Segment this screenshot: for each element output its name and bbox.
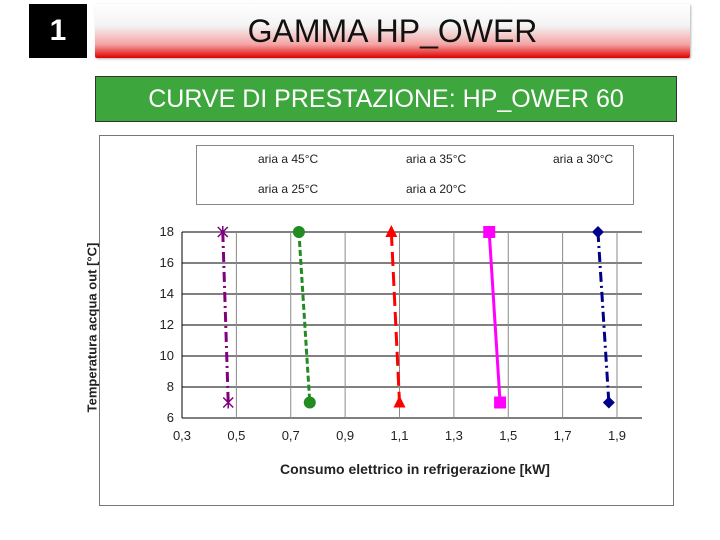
- x-tick-label: 1,5: [499, 428, 518, 443]
- y-tick-label: 14: [159, 286, 174, 301]
- data-point-marker: [393, 395, 406, 408]
- x-tick-label: 0,3: [172, 428, 192, 443]
- legend-label: aria a 35°C: [406, 152, 467, 166]
- y-axis-title: Temperatura acqua out [°C]: [84, 242, 100, 413]
- legend-label: aria a 25°C: [258, 182, 319, 196]
- x-tick-label: 1,3: [444, 428, 463, 443]
- series-line: [297, 231, 312, 403]
- data-point-marker: [602, 396, 615, 409]
- x-tick-label: 1,1: [390, 428, 409, 443]
- chart-legend: [196, 145, 634, 205]
- series-line: [596, 231, 611, 403]
- x-tick-label: 0,9: [336, 428, 355, 443]
- y-tick-label: 12: [159, 317, 174, 332]
- data-point-marker: [292, 226, 305, 238]
- series-line: [487, 231, 502, 403]
- slide-number-badge: 1: [29, 4, 87, 58]
- data-point-marker: [591, 226, 604, 238]
- data-point-marker: [483, 226, 496, 238]
- y-tick-label: 6: [166, 410, 174, 425]
- series-line: [221, 231, 230, 403]
- page-title: GAMMA HP_OWER: [95, 4, 690, 58]
- x-tick-label: 0,7: [281, 428, 300, 443]
- legend-label: aria a 20°C: [406, 182, 467, 196]
- data-point-marker: [303, 396, 316, 409]
- x-axis-title: Consumo elettrico in refrigerazione [kW]: [280, 461, 550, 477]
- y-tick-label: 8: [166, 379, 174, 394]
- y-tick-label: 10: [159, 348, 174, 363]
- y-tick-label: 16: [159, 255, 174, 270]
- y-tick-label: 18: [159, 224, 174, 239]
- data-point-marker: [494, 396, 507, 409]
- x-tick-label: 1,9: [607, 428, 627, 443]
- legend-label: aria a 45°C: [258, 152, 319, 166]
- data-point-marker: [385, 225, 398, 237]
- data-point-marker: [222, 396, 234, 409]
- series-line: [389, 231, 401, 403]
- x-tick-label: 0,5: [227, 428, 246, 443]
- data-point-marker: [217, 226, 229, 238]
- chart-section-title: CURVE DI PRESTAZIONE: HP_OWER 60: [96, 77, 676, 121]
- legend-label: aria a 30°C: [553, 152, 614, 166]
- x-tick-label: 1,7: [553, 428, 572, 443]
